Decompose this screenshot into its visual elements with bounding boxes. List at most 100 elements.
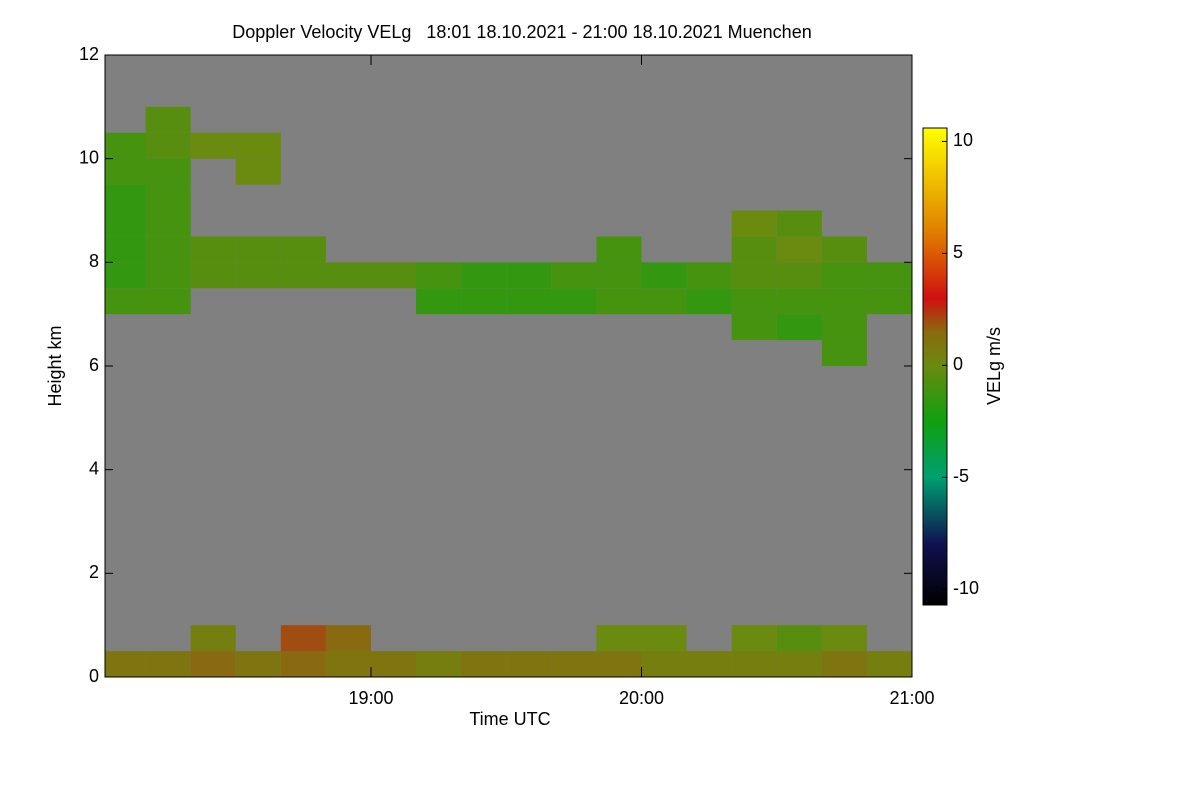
- heatmap-cell: [776, 236, 822, 263]
- heatmap-cell: [280, 651, 326, 677]
- heatmap-cell: [551, 262, 597, 289]
- heatmap-cell: [776, 210, 822, 237]
- heatmap-cell: [596, 236, 642, 263]
- heatmap-cell: [596, 625, 642, 652]
- heatmap-cell: [821, 340, 867, 366]
- heatmap-cell: [821, 314, 867, 341]
- heatmap-cell: [235, 236, 281, 263]
- y-tick-label: 10: [79, 147, 99, 167]
- heatmap-cell: [370, 262, 417, 289]
- heatmap-cell: [731, 210, 777, 237]
- heatmap-cell: [145, 132, 191, 159]
- x-axis-label: Time UTC: [469, 709, 550, 729]
- heatmap-cell: [461, 262, 507, 289]
- heatmap-cell: [776, 288, 822, 315]
- heatmap-cell: [866, 288, 912, 315]
- heatmap-cell: [190, 651, 236, 677]
- heatmap-cell: [145, 236, 191, 263]
- y-tick-label: 2: [89, 562, 99, 582]
- heatmap-cell: [370, 651, 417, 677]
- heatmap-cell: [641, 288, 687, 315]
- colorbar: [922, 127, 948, 606]
- colorbar-tick-label: 5: [953, 242, 963, 262]
- axes: 0 2 4 6 8 10 12 19:00 20:00 21:00 -10 -5 0 5 10: [79, 44, 979, 708]
- heatmap-cell: [235, 651, 281, 677]
- y-tick-label: 0: [89, 666, 99, 686]
- heatmap-cell: [731, 262, 777, 289]
- heatmap-cell: [821, 625, 867, 652]
- heatmap-cell: [235, 158, 281, 185]
- heatmap-cell: [506, 288, 552, 315]
- colorbar-tick-label: -5: [953, 466, 969, 486]
- heatmap-cell: [641, 262, 687, 289]
- x-tick-label: 20:00: [619, 688, 664, 708]
- x-tick-label: 19:00: [348, 688, 393, 708]
- heatmap-cell: [145, 651, 191, 677]
- heatmap-cell: [776, 625, 822, 652]
- heatmap-cell: [105, 132, 146, 159]
- heatmap-cell: [776, 651, 822, 677]
- heatmap-cell: [596, 651, 642, 677]
- heatmap-cell: [145, 210, 191, 237]
- heatmap-cell: [325, 625, 371, 652]
- heatmap-cell: [821, 262, 867, 289]
- heatmap: [105, 106, 912, 677]
- heatmap-cell: [145, 106, 191, 133]
- heatmap-cell: [325, 262, 371, 289]
- y-tick-label: 4: [89, 458, 99, 478]
- heatmap-cell: [105, 184, 146, 211]
- heatmap-cell: [821, 288, 867, 315]
- heatmap-cell: [596, 288, 642, 315]
- heatmap-cell: [731, 625, 777, 652]
- y-axis-label: Height km: [45, 325, 65, 406]
- heatmap-cell: [731, 288, 777, 315]
- y-tick-label: 6: [89, 355, 99, 375]
- heatmap-cell: [641, 625, 687, 652]
- x-tick-label: 21:00: [889, 688, 934, 708]
- colorbar-tick-label: 0: [953, 354, 963, 374]
- heatmap-cell: [145, 262, 191, 289]
- heatmap-cell: [190, 236, 236, 263]
- heatmap-cell: [866, 651, 912, 677]
- heatmap-cell: [506, 651, 552, 677]
- heatmap-cell: [190, 625, 236, 652]
- y-tick-label: 8: [89, 251, 99, 271]
- heatmap-cell: [776, 262, 822, 289]
- heatmap-cell: [105, 158, 146, 185]
- heatmap-cell: [821, 651, 867, 677]
- heatmap-cell: [686, 651, 732, 677]
- heatmap-cell: [551, 288, 597, 315]
- heatmap-cell: [190, 132, 236, 159]
- heatmap-cell: [235, 132, 281, 159]
- heatmap-cell: [105, 651, 146, 677]
- heatmap-cell: [235, 262, 281, 289]
- heatmap-cell: [551, 651, 597, 677]
- heatmap-cell: [105, 236, 146, 263]
- colorbar-tick-label: 10: [953, 130, 973, 150]
- heatmap-cell: [145, 158, 191, 185]
- heatmap-cell: [145, 288, 191, 315]
- heatmap-cell: [280, 625, 326, 652]
- heatmap-cell: [105, 262, 146, 289]
- heatmap-cell: [731, 236, 777, 263]
- heatmap-cell: [866, 262, 912, 289]
- heatmap-cell: [416, 262, 462, 289]
- heatmap-cell: [686, 288, 732, 315]
- heatmap-cell: [731, 314, 777, 341]
- colorbar-tick-label: -10: [953, 578, 979, 598]
- heatmap-cell: [686, 262, 732, 289]
- y-tick-label: 12: [79, 44, 99, 64]
- heatmap-cell: [506, 262, 552, 289]
- colorbar-label: VELg m/s: [984, 327, 1004, 405]
- heatmap-cell: [596, 262, 642, 289]
- heatmap-cell: [416, 288, 462, 315]
- heatmap-cell: [461, 288, 507, 315]
- heatmap-cell: [461, 651, 507, 677]
- heatmap-cell: [190, 262, 236, 289]
- heatmap-cell: [416, 651, 462, 677]
- heatmap-cell: [280, 236, 326, 263]
- heatmap-cell: [145, 184, 191, 211]
- heatmap-cell: [325, 651, 371, 677]
- heatmap-cell: [776, 314, 822, 341]
